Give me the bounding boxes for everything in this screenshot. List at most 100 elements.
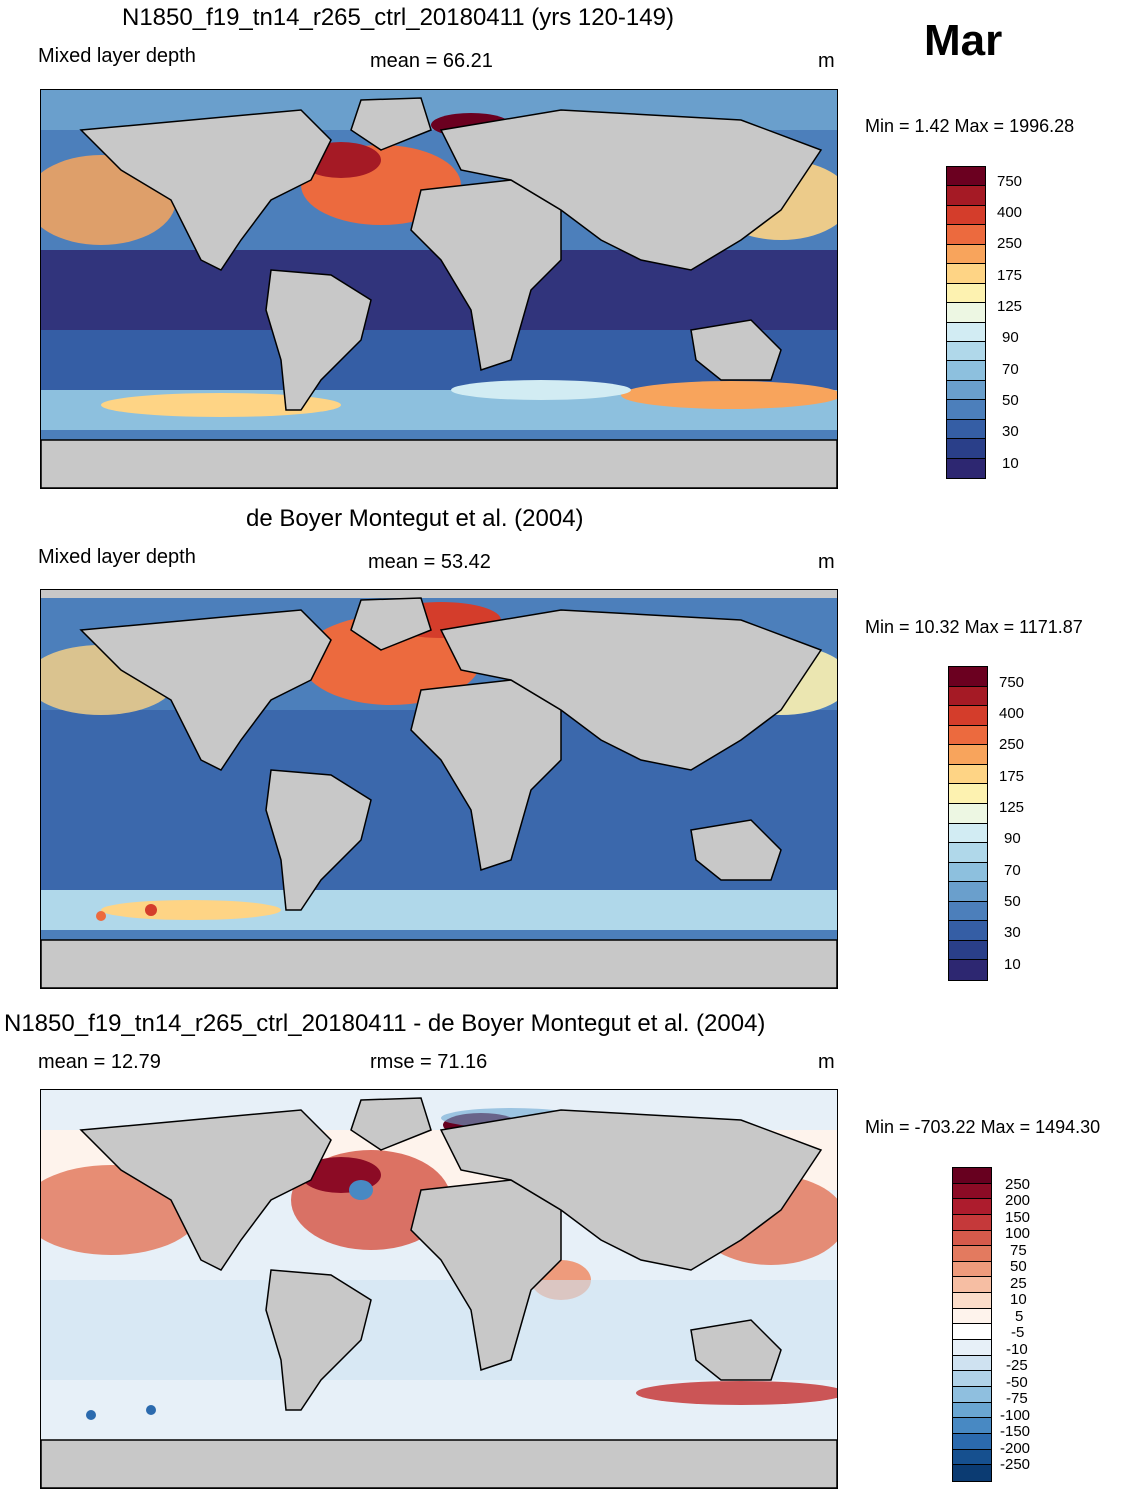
panel3-cb-label: 50: [1010, 1258, 1027, 1275]
colorbar-swatch: [953, 1371, 991, 1387]
colorbar-swatch: [947, 186, 985, 206]
colorbar-swatch: [947, 264, 985, 284]
panel3-cb-label: 75: [1010, 1242, 1027, 1259]
panel1-cb-label: 175: [997, 267, 1023, 284]
colorbar-swatch: [947, 458, 985, 478]
colorbar-swatch: [947, 341, 985, 362]
panel2-colorbar: [948, 666, 988, 981]
colorbar-swatch: [949, 803, 987, 824]
panel2-cb-label: 70: [1004, 862, 1021, 879]
panel3-unit-label: m: [818, 1051, 835, 1073]
panel3-cb-label: 10: [1010, 1291, 1027, 1308]
colorbar-swatch: [947, 205, 985, 226]
panel3-cb-label: -10: [1006, 1341, 1028, 1358]
colorbar-swatch: [949, 823, 987, 844]
panel1-cb-label: 50: [1002, 392, 1019, 409]
panel2-cb-label: 90: [1004, 830, 1021, 847]
panel1-map-svg: [41, 90, 837, 488]
colorbar-swatch: [953, 1277, 991, 1294]
colorbar-swatch: [953, 1355, 991, 1372]
panel1-cb-label: 90: [1002, 329, 1019, 346]
colorbar-swatch: [953, 1168, 991, 1184]
panel2-cb-label: 125: [999, 799, 1025, 816]
panel2-cb-label: 50: [1004, 893, 1021, 910]
panel3-cb-label: -100: [1000, 1407, 1031, 1424]
panel3-cb-label: -150: [1000, 1423, 1031, 1440]
panel3-cb-label: 25: [1010, 1275, 1027, 1292]
colorbar-swatch: [953, 1386, 991, 1403]
panel3-cb-label: -50: [1006, 1374, 1028, 1391]
colorbar-swatch: [953, 1214, 991, 1231]
month-label: Mar: [924, 16, 1003, 65]
panel3-cb-label: -200: [1000, 1440, 1031, 1457]
colorbar-swatch: [953, 1418, 991, 1434]
colorbar-swatch: [947, 439, 985, 459]
panel2-cb-label: 175: [999, 768, 1025, 785]
panel2-cb-label: 750: [999, 674, 1025, 691]
panel2-mean-label: mean = 53.42: [368, 551, 491, 573]
colorbar-swatch: [949, 667, 987, 687]
panel1-unit-label: m: [818, 50, 835, 72]
panel2-cb-label: 250: [999, 736, 1025, 753]
colorbar-swatch: [947, 283, 985, 304]
colorbar-swatch: [953, 1199, 991, 1215]
colorbar-swatch: [947, 419, 985, 440]
colorbar-swatch: [949, 843, 987, 863]
colorbar-swatch: [953, 1308, 991, 1325]
colorbar-swatch: [953, 1340, 991, 1356]
colorbar-swatch: [949, 784, 987, 804]
panel3-map: [40, 1089, 838, 1489]
panel3-mean-label: mean = 12.79: [38, 1051, 161, 1073]
colorbar-swatch: [953, 1402, 991, 1419]
panel2-map: [40, 589, 838, 989]
colorbar-swatch: [953, 1449, 991, 1466]
panel2-variable-label: Mixed layer depth: [38, 546, 196, 568]
panel3-cb-label: 100: [1005, 1225, 1031, 1242]
panel3-minmax-label: Min = -703.22 Max = 1494.30: [865, 1117, 1101, 1137]
panel2-cb-label: 400: [999, 705, 1025, 722]
colorbar-swatch: [953, 1261, 991, 1278]
panel1-mean-label: mean = 66.21: [370, 50, 493, 72]
colorbar-swatch: [947, 303, 985, 323]
panel3-cb-label: -5: [1011, 1324, 1025, 1341]
panel1-minmax-label: Min = 1.42 Max = 1996.28: [865, 116, 1075, 136]
panel1-cb-label: 10: [1002, 455, 1019, 472]
panel1-cb-label: 125: [997, 298, 1023, 315]
panel2-map-svg: [41, 590, 837, 988]
panel3-cb-label: -25: [1006, 1357, 1028, 1374]
panel3-map-svg: [41, 1090, 837, 1488]
panel3-cb-label: 150: [1005, 1209, 1031, 1226]
panel2-title: de Boyer Montegut et al. (2004): [246, 505, 584, 532]
panel1-variable-label: Mixed layer depth: [38, 45, 196, 67]
colorbar-swatch: [949, 745, 987, 765]
colorbar-swatch: [949, 862, 987, 883]
panel3-cb-label: -250: [1000, 1456, 1031, 1473]
panel3-colorbar: [952, 1167, 992, 1482]
panel1-cb-label: 750: [997, 173, 1023, 190]
panel3-cb-label: 200: [1005, 1192, 1031, 1209]
panel1-title: N1850_f19_tn14_r265_ctrl_20180411 (yrs 1…: [122, 4, 674, 31]
colorbar-swatch: [947, 322, 985, 342]
panel3-cb-label: 250: [1005, 1176, 1031, 1193]
colorbar-swatch: [949, 960, 987, 980]
colorbar-swatch: [949, 921, 987, 941]
panel3-cb-label: 5: [1015, 1308, 1024, 1325]
panel1-colorbar: [946, 166, 986, 479]
panel1-map: [40, 89, 838, 489]
colorbar-swatch: [953, 1465, 991, 1481]
colorbar-swatch: [949, 901, 987, 922]
colorbar-swatch: [949, 882, 987, 902]
panel1-cb-label: 30: [1002, 423, 1019, 440]
colorbar-swatch: [947, 244, 985, 265]
colorbar-swatch: [947, 400, 985, 420]
panel3-cb-label: -75: [1006, 1390, 1028, 1407]
panel2-minmax-label: Min = 10.32 Max = 1171.87: [865, 617, 1083, 637]
panel3-title: N1850_f19_tn14_r265_ctrl_20180411 - de B…: [4, 1010, 766, 1037]
panel2-cb-label: 30: [1004, 924, 1021, 941]
colorbar-swatch: [953, 1183, 991, 1200]
panel2-unit-label: m: [818, 551, 835, 573]
panel1-cb-label: 400: [997, 204, 1023, 221]
colorbar-swatch: [947, 361, 985, 381]
colorbar-swatch: [953, 1293, 991, 1309]
colorbar-swatch: [949, 725, 987, 746]
